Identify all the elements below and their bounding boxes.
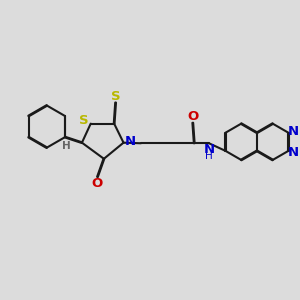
Text: N: N [288, 125, 299, 138]
Text: N: N [204, 142, 215, 156]
Text: H: H [62, 141, 71, 151]
Text: H: H [206, 151, 213, 161]
Text: O: O [91, 177, 103, 190]
Text: O: O [187, 110, 198, 123]
Text: N: N [124, 135, 136, 148]
Text: S: S [111, 90, 120, 103]
Text: N: N [288, 146, 299, 159]
Text: S: S [80, 114, 89, 127]
